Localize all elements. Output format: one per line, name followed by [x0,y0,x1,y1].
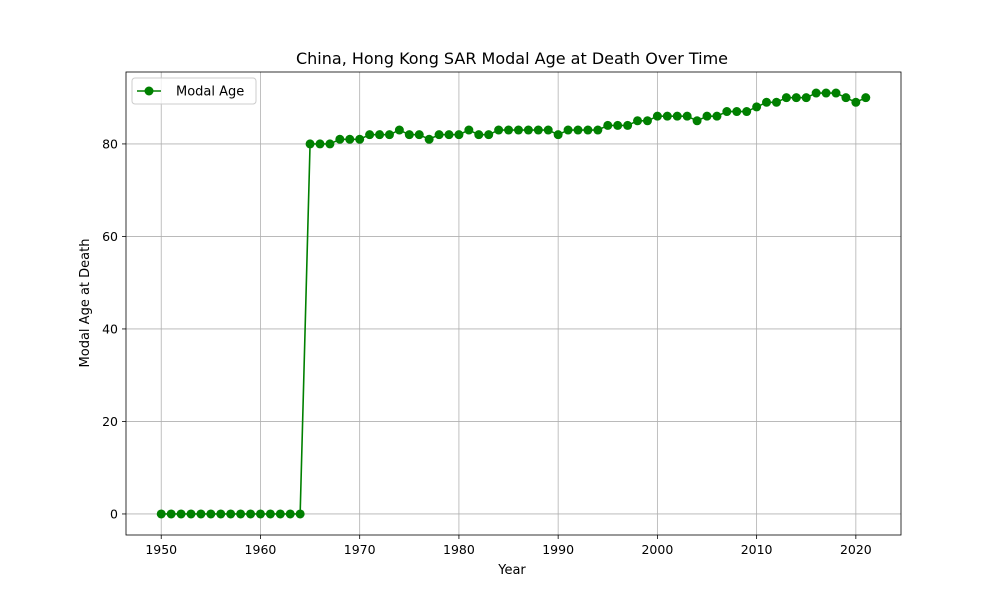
data-point [523,125,533,135]
data-point [752,102,762,112]
y-tick-label: 80 [102,136,118,151]
data-point [801,93,811,103]
data-point [424,134,434,144]
data-point [176,509,186,519]
x-axis-title: Year [497,563,526,578]
data-point [216,509,226,519]
data-point [633,116,643,126]
data-point [781,93,791,103]
data-point [583,125,593,135]
data-point [375,130,385,140]
data-point [246,509,256,519]
data-point [642,116,652,126]
data-point [762,97,772,107]
data-point [841,93,851,103]
x-tick-label: 2000 [641,542,673,557]
chart-title: China, Hong Kong SAR Modal Age at Death … [296,49,728,68]
series-layer [156,88,871,519]
data-point [682,111,692,121]
data-point [335,134,345,144]
x-tick-label: 1960 [245,542,277,557]
data-point [722,107,732,117]
data-point [345,134,355,144]
data-point [384,130,394,140]
data-point [553,130,563,140]
data-point [613,120,623,130]
data-point [464,125,474,135]
data-point [484,130,494,140]
x-tick-label: 1980 [443,542,475,557]
data-point [623,120,633,130]
data-point [236,509,246,519]
plot-frame [125,71,902,536]
data-point [851,97,861,107]
x-tick-label: 1990 [542,542,574,557]
data-point [255,509,265,519]
y-tick-label: 0 [110,506,118,521]
data-point [474,130,484,140]
data-point [265,509,275,519]
legend-box [131,77,257,105]
x-tick-label: 2010 [741,542,773,557]
data-point [662,111,672,121]
y-tick-label: 20 [102,414,118,429]
data-point [811,88,821,98]
data-point [603,120,613,130]
data-point [513,125,523,135]
data-point [434,130,444,140]
y-tick-label: 60 [102,229,118,244]
x-tick-label: 1950 [145,542,177,557]
data-point [365,130,375,140]
data-point [494,125,504,135]
data-point [325,139,335,149]
data-point [563,125,573,135]
data-point [593,125,603,135]
ticks: 1950 1960 1970 1980 1990 2000 2010 2020 0 20 40 60 8… [102,136,872,557]
data-point [414,130,424,140]
data-point [771,97,781,107]
data-point [285,509,295,519]
data-point [196,509,206,519]
data-point [315,139,325,149]
legend: Modal Age [131,77,257,105]
data-point [573,125,583,135]
data-point [355,134,365,144]
data-point [821,88,831,98]
data-point [295,509,305,519]
data-point [226,509,236,519]
data-point [543,125,553,135]
y-tick-label: 40 [102,321,118,336]
data-point [791,93,801,103]
data-point [444,130,454,140]
data-point [742,107,752,117]
data-point [454,130,464,140]
data-point [156,509,166,519]
data-point [652,111,662,121]
data-point [672,111,682,121]
data-point [394,125,404,135]
data-point [533,125,543,135]
data-point [206,509,216,519]
data-point [404,130,414,140]
data-point [275,509,285,519]
x-tick-label: 1970 [344,542,376,557]
data-point [504,125,514,135]
x-tick-label: 2020 [840,542,872,557]
data-point [861,93,871,103]
legend-label-modal-age: Modal Age [176,85,244,100]
data-point [305,139,315,149]
y-axis-title: Modal Age at Death [78,239,93,368]
data-point [166,509,176,519]
data-point [831,88,841,98]
data-point [692,116,702,126]
data-point [732,107,742,117]
legend-marker-swatch [144,86,154,96]
data-point [186,509,196,519]
data-point [702,111,712,121]
data-point [712,111,722,121]
